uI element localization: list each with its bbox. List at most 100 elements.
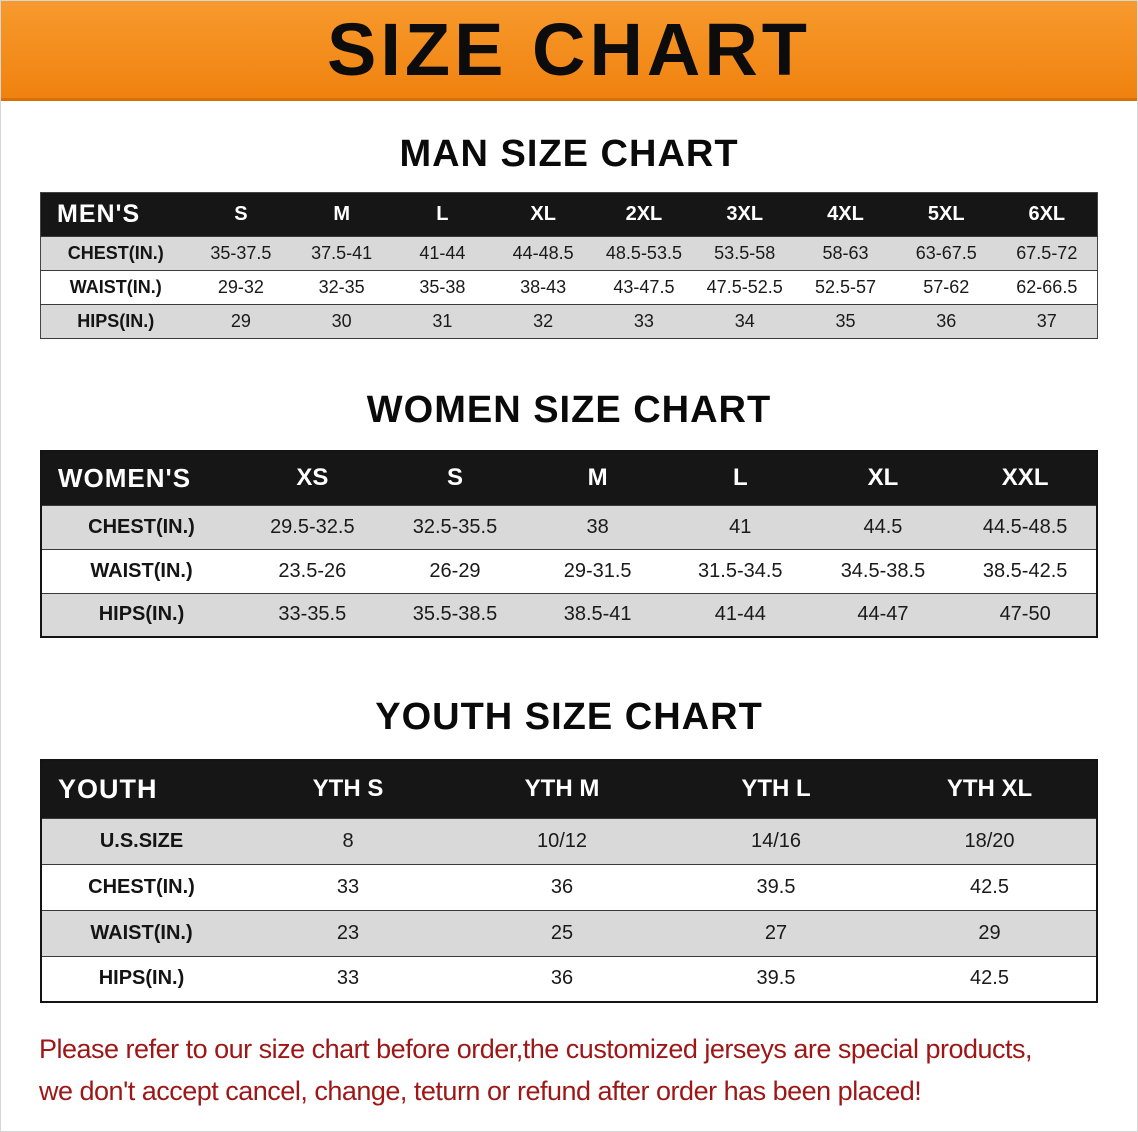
row-label: WAIST(IN.) <box>90 559 193 582</box>
size-value: 53.5-58 <box>714 243 776 263</box>
size-value: 41 <box>729 515 752 538</box>
youth-size-section: YOUTH SIZE CHART YOUTH YTH S YTH M YTH L YTH… <box>1 696 1137 1003</box>
size-value: 33 <box>336 967 360 990</box>
size-column-header: M <box>526 451 669 505</box>
men-size-table: MEN'S S M L XL 2XL 3XL 4XL 5XL 6XL CHEST(IN.) 35-37… <box>40 192 1098 339</box>
size-value: 33 <box>633 311 654 331</box>
size-value: 31 <box>432 311 453 331</box>
size-column-header: XL <box>492 192 594 237</box>
size-value: 32.5-35.5 <box>412 515 498 538</box>
row-label: CHEST(IN.) <box>67 243 164 263</box>
table-row: CHEST(IN.) 35-37.5 37.5-41 41-44 44-48.5 48.5… <box>40 236 1098 271</box>
order-notice: Please refer to our size chart before or… <box>1 1029 1137 1113</box>
size-value: 33 <box>336 875 360 898</box>
size-value: 8 <box>342 829 354 852</box>
row-label: CHEST(IN.) <box>88 875 195 898</box>
men-section-heading: MAN SIZE CHART <box>399 133 739 175</box>
size-value: 38.5-42.5 <box>982 559 1068 582</box>
size-value: 41-44 <box>419 243 466 263</box>
size-value: 35 <box>835 311 856 331</box>
size-value: 30 <box>331 311 352 331</box>
row-label: HIPS(IN.) <box>98 603 185 626</box>
row-label: CHEST(IN.) <box>88 515 195 538</box>
size-column-header: S <box>190 192 292 237</box>
row-label: HIPS(IN.) <box>98 967 185 990</box>
size-value: 29-31.5 <box>563 559 632 582</box>
size-value: 23 <box>336 921 360 944</box>
size-value: 32-35 <box>318 277 365 297</box>
size-value: 37 <box>1036 311 1057 331</box>
size-value: 18/20 <box>964 829 1015 852</box>
size-value: 47-50 <box>999 603 1051 626</box>
size-value: 36 <box>550 967 574 990</box>
size-value: 67.5-72 <box>1016 243 1078 263</box>
table-header-row: WOMEN'S XS S M L XL XXL <box>41 451 1097 505</box>
table-row: WAIST(IN.) 29-32 32-35 35-38 38-43 43-47.5 47.… <box>40 270 1098 305</box>
notice-line-1: Please refer to our size chart before or… <box>39 1034 1033 1064</box>
size-value: 42.5 <box>970 875 1009 898</box>
size-value: 38-43 <box>520 277 567 297</box>
size-value: 26-29 <box>429 559 481 582</box>
size-value: 35.5-38.5 <box>412 603 498 626</box>
size-column-header: XXL <box>954 451 1097 505</box>
table-row: WAIST(IN.) 23.5-26 26-29 29-31.5 31.5-34.5 34… <box>41 549 1097 593</box>
table-header-row: MEN'S S M L XL 2XL 3XL 4XL 5XL 6XL <box>40 192 1098 237</box>
size-value: 63-67.5 <box>915 243 977 263</box>
size-column-header: XS <box>241 451 384 505</box>
size-column-header: 6XL <box>996 192 1098 237</box>
size-value: 29.5-32.5 <box>270 515 355 538</box>
table-row: WAIST(IN.) 23 25 27 29 <box>41 910 1097 956</box>
size-value: 44.5-48.5 <box>982 515 1068 538</box>
size-value: 39.5 <box>756 875 796 898</box>
size-column-header: 3XL <box>694 192 796 237</box>
size-column-header: 4XL <box>795 192 896 237</box>
size-value: 38 <box>586 515 609 538</box>
size-value: 44-47 <box>857 603 909 626</box>
size-value: 27 <box>764 921 788 944</box>
table-corner-label: WOMEN'S <box>41 451 241 505</box>
men-size-section: MAN SIZE CHART MEN'S S M L XL 2XL 3XL 4XL 5XL 6XL… <box>1 133 1137 339</box>
size-column-header: YTH M <box>455 760 669 818</box>
size-value: 33-35.5 <box>278 603 347 626</box>
table-row: CHEST(IN.) 33 36 39.5 42.5 <box>41 864 1097 910</box>
notice-line-2: we don't accept cancel, change, teturn o… <box>39 1075 922 1106</box>
youth-size-table: YOUTH YTH S YTH M YTH L YTH XL U.S.SIZE 8 10/12… <box>40 759 1098 1003</box>
size-value: 62-66.5 <box>1016 277 1078 297</box>
table-row: HIPS(IN.) 33 36 39.5 42.5 <box>41 956 1097 1002</box>
size-column-header: L <box>392 192 493 237</box>
size-value: 41-44 <box>714 603 766 626</box>
size-value: 31.5-34.5 <box>698 559 783 582</box>
size-column-header: XL <box>811 451 955 505</box>
size-value: 37.5-41 <box>311 243 373 263</box>
row-label: U.S.SIZE <box>99 829 184 852</box>
size-column-header: 5XL <box>895 192 997 237</box>
size-value: 36 <box>550 875 574 898</box>
size-value: 23.5-26 <box>278 559 347 582</box>
size-value: 14/16 <box>750 829 802 852</box>
size-value: 29 <box>230 311 251 331</box>
size-value: 48.5-53.5 <box>605 243 682 263</box>
size-value: 39.5 <box>756 967 796 990</box>
table-corner-label: YOUTH <box>41 760 241 818</box>
size-value: 35-38 <box>419 277 466 297</box>
size-value: 36 <box>936 311 957 331</box>
size-value: 29 <box>978 921 1001 944</box>
youth-section-heading: YOUTH SIZE CHART <box>375 696 763 738</box>
size-value: 35-37.5 <box>210 243 272 263</box>
size-column-header: YTH XL <box>883 760 1097 818</box>
size-column-header: YTH L <box>669 760 883 818</box>
size-value: 42.5 <box>970 967 1009 990</box>
women-section-heading: WOMEN SIZE CHART <box>366 389 772 431</box>
table-row: HIPS(IN.) 29 30 31 32 33 34 35 36 37 <box>40 304 1098 339</box>
table-row: U.S.SIZE 8 10/12 14/16 18/20 <box>41 818 1097 864</box>
table-corner-label: MEN'S <box>40 192 191 237</box>
banner-title: SIZE CHART <box>327 7 811 91</box>
size-value: 52.5-57 <box>814 277 876 297</box>
size-value: 58-63 <box>822 243 869 263</box>
size-value: 10/12 <box>536 829 588 852</box>
size-chart-banner: SIZE CHART <box>1 1 1137 101</box>
size-column-header: 2XL <box>593 192 695 237</box>
size-value: 34.5-38.5 <box>840 559 926 582</box>
row-label: HIPS(IN.) <box>77 311 155 331</box>
